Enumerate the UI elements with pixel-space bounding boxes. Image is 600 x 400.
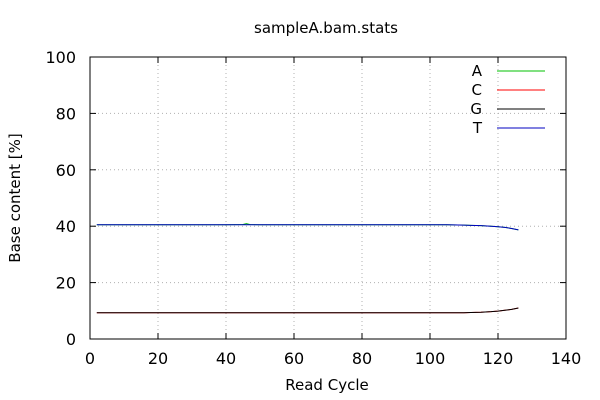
- legend-label-a: A: [472, 62, 483, 80]
- y-tick-label: 0: [66, 330, 76, 349]
- x-tick-label: 20: [148, 349, 168, 368]
- x-tick-label: 120: [483, 349, 514, 368]
- x-tick-label: 100: [415, 349, 446, 368]
- x-tick-label: 80: [352, 349, 372, 368]
- x-axis-ticks: 0 20 40 60 80 100 120 140: [85, 57, 581, 368]
- x-tick-label: 0: [85, 349, 95, 368]
- x-tick-label: 40: [216, 349, 236, 368]
- series-line-g: [96, 307, 519, 314]
- y-axis-label: Base content [%]: [6, 133, 24, 262]
- series-line-t: [96, 224, 519, 231]
- plot-frame: [89, 56, 567, 340]
- chart-title: sampleA.bam.stats: [254, 19, 398, 37]
- legend-label-g: G: [470, 100, 482, 118]
- legend-label-c: C: [472, 81, 482, 99]
- y-tick-label: 60: [56, 161, 76, 180]
- x-axis-label: Read Cycle: [285, 376, 368, 394]
- grid: [90, 57, 566, 339]
- y-tick-label: 20: [56, 274, 76, 293]
- y-tick-label: 100: [45, 48, 76, 67]
- series-lines: [96, 223, 519, 314]
- series-line-c: [96, 307, 519, 314]
- y-tick-label: 80: [56, 104, 76, 123]
- y-axis-ticks: 0 20 40 60 80 100: [45, 48, 566, 349]
- x-tick-label: 60: [284, 349, 304, 368]
- y-tick-label: 40: [56, 217, 76, 236]
- legend-label-t: T: [472, 119, 483, 137]
- x-tick-label: 140: [551, 349, 582, 368]
